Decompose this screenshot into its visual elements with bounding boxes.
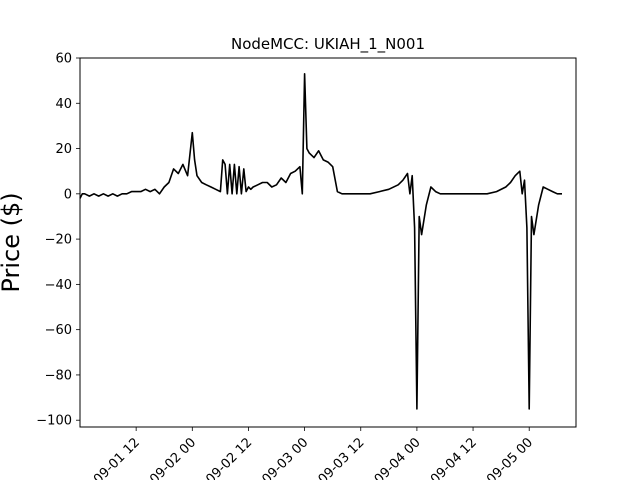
axes-frame <box>79 57 577 428</box>
y-tick-label: 0 <box>64 187 72 202</box>
y-tick-label: −60 <box>45 323 72 338</box>
chart-title: NodeMCC: UKIAH_1_N001 <box>231 35 425 54</box>
y-tick-label: −80 <box>45 368 72 383</box>
y-tick-label: 40 <box>55 97 72 112</box>
y-axis-label: Price ($) <box>0 192 25 292</box>
y-tick-label: −20 <box>45 233 72 248</box>
y-axis-ticks: 60 40 20 0 −20 −40 −60 −80 −100 <box>36 52 80 429</box>
series-line-0 <box>79 73 562 410</box>
y-tick-label: −100 <box>36 414 72 429</box>
plot-area <box>79 73 562 410</box>
y-tick-label: −40 <box>45 278 72 293</box>
y-tick-label: 20 <box>55 142 72 157</box>
y-tick-label: 60 <box>55 52 72 67</box>
